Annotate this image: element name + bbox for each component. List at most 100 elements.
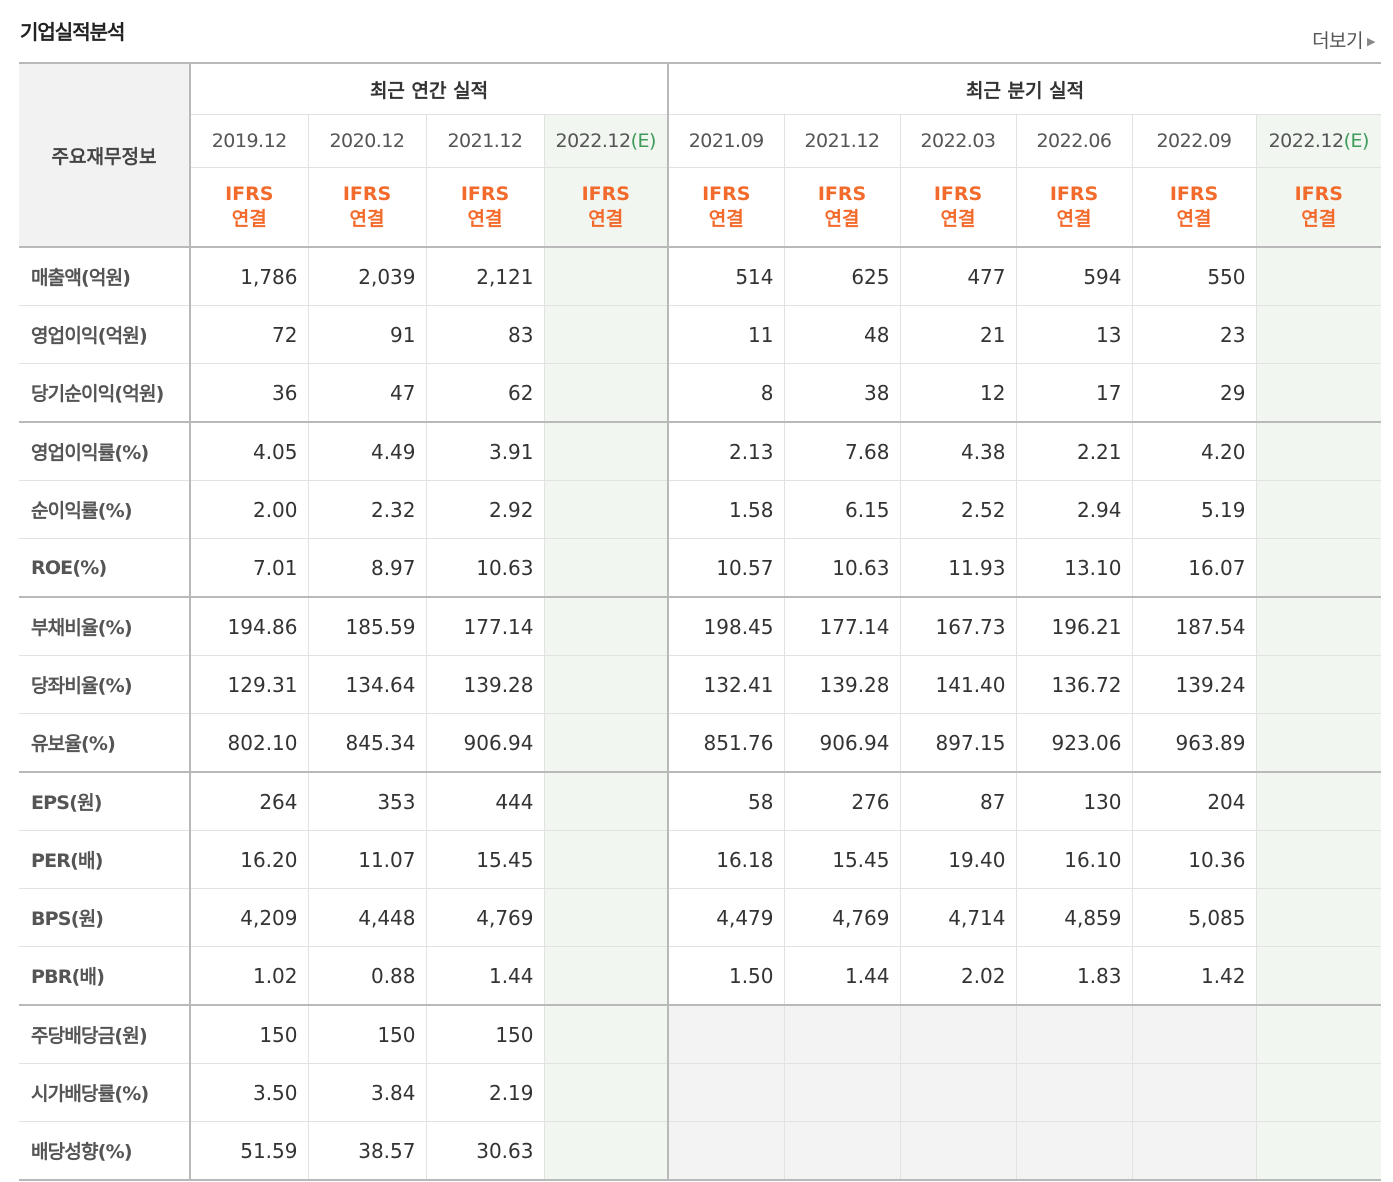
table-cell: 38.57 — [307, 1121, 426, 1180]
table-cell: 51.59 — [189, 1121, 308, 1180]
period-header-row: 2019.12 2020.12 2021.12 2022.12(E) 2021.09 20… — [19, 114, 1382, 168]
table-cell — [783, 1063, 900, 1122]
more-link[interactable]: 더보기 ▶ — [1312, 26, 1375, 53]
table-cell: 16.20 — [189, 830, 308, 889]
table-cell — [543, 422, 668, 481]
period-label: 2021.12 — [804, 130, 880, 152]
ifrs-label: IFRS — [581, 183, 630, 205]
table-cell: 47 — [307, 363, 426, 422]
table-cell: 167.73 — [899, 597, 1016, 656]
period-label: 2020.12 — [329, 130, 405, 152]
table-cell: 72 — [189, 305, 308, 364]
table-cell — [543, 1005, 668, 1064]
row-label: 당기순이익(억원) — [19, 363, 191, 422]
table-cell: 1.58 — [667, 480, 784, 539]
table-cell: 29 — [1131, 363, 1256, 422]
period-header: 2021.12 — [783, 114, 900, 168]
table-cell: 91 — [307, 305, 426, 364]
table-cell: 353 — [307, 772, 426, 831]
table-cell — [543, 713, 668, 772]
period-header: 2022.12(E) — [1255, 114, 1382, 168]
ifrs-badge: IFRS 연결 — [189, 167, 308, 248]
table-cell: 4,209 — [189, 888, 308, 947]
table-cell — [783, 1005, 900, 1064]
table-cell: 625 — [783, 247, 900, 306]
table-cell — [543, 480, 668, 539]
table-cell — [899, 1005, 1016, 1064]
table-cell: 10.63 — [425, 538, 544, 597]
table-row: ROE(%) 7.01 8.97 10.63 10.57 10.63 11.93 13.10 1… — [19, 538, 1382, 597]
table-cell: 83 — [425, 305, 544, 364]
table-cell: 923.06 — [1015, 713, 1132, 772]
period-header: 2022.03 — [899, 114, 1016, 168]
row-label: EPS(원) — [19, 772, 191, 831]
table-cell: 4,714 — [899, 888, 1016, 947]
table-cell: 5,085 — [1131, 888, 1256, 947]
table-cell: 1.42 — [1131, 946, 1256, 1005]
table-cell — [1255, 772, 1382, 831]
table-cell: 4,479 — [667, 888, 784, 947]
row-label: 영업이익(억원) — [19, 305, 191, 364]
table-cell: 194.86 — [189, 597, 308, 656]
ifrs-badge: IFRS 연결 — [783, 167, 900, 248]
consolidated-label: 연결 — [1056, 208, 1092, 230]
table-cell: 15.45 — [425, 830, 544, 889]
period-label: 2022.12 — [1268, 130, 1345, 152]
table-cell — [1255, 305, 1382, 364]
table-cell: 10.36 — [1131, 830, 1256, 889]
table-row: 부채비율(%) 194.86 185.59 177.14 198.45 177.14 167… — [19, 597, 1382, 656]
table-cell: 2.94 — [1015, 480, 1132, 539]
table-cell: 1,786 — [189, 247, 308, 306]
table-cell: 8.97 — [307, 538, 426, 597]
table-cell: 2.32 — [307, 480, 426, 539]
consolidated-label: 연결 — [824, 208, 860, 230]
table-cell: 187.54 — [1131, 597, 1256, 656]
table-cell — [543, 946, 668, 1005]
table-cell — [543, 247, 668, 306]
table-cell: 16.07 — [1131, 538, 1256, 597]
table-row: 주당배당금(원) 150 150 150 — [19, 1005, 1382, 1064]
table-cell: 185.59 — [307, 597, 426, 656]
table-cell — [543, 830, 668, 889]
row-label: ROE(%) — [19, 538, 191, 597]
table-row: 시가배당률(%) 3.50 3.84 2.19 — [19, 1063, 1382, 1122]
ifrs-label: IFRS — [702, 183, 751, 205]
ifrs-badge: IFRS 연결 — [1131, 167, 1256, 248]
estimate-marker: (E) — [1343, 130, 1370, 152]
table-cell: 132.41 — [667, 655, 784, 714]
table-row: 당좌비율(%) 129.31 134.64 139.28 132.41 139.28 141… — [19, 655, 1382, 714]
table-cell: 2.00 — [189, 480, 308, 539]
page-title: 기업실적분석 — [20, 20, 125, 44]
table-cell — [1255, 946, 1382, 1005]
table-cell: 11 — [667, 305, 784, 364]
table-row: PER(배) 16.20 11.07 15.45 16.18 15.45 19.40 16.1… — [19, 830, 1382, 889]
period-header: 2022.12(E) — [543, 114, 668, 168]
table-cell — [543, 305, 668, 364]
ifrs-label: IFRS — [1294, 183, 1343, 205]
table-cell: 2.92 — [425, 480, 544, 539]
table-body: 매출액(억원) 1,786 2,039 2,121 514 625 477 594 550 영업이… — [19, 247, 1382, 1180]
table-cell: 150 — [307, 1005, 426, 1064]
table-cell: 3.91 — [425, 422, 544, 481]
ifrs-badge: IFRS 연결 — [543, 167, 668, 248]
table-cell: 4.38 — [899, 422, 1016, 481]
table-cell: 11.07 — [307, 830, 426, 889]
table-cell — [1255, 1121, 1382, 1180]
table-cell: 5.19 — [1131, 480, 1256, 539]
consolidated-label: 연결 — [231, 208, 267, 230]
table-cell: 963.89 — [1131, 713, 1256, 772]
table-cell — [667, 1121, 784, 1180]
table-cell — [1015, 1005, 1132, 1064]
table-cell — [1131, 1063, 1256, 1122]
period-label: 2019.12 — [211, 130, 288, 152]
table-cell — [543, 1121, 668, 1180]
table-row: 순이익률(%) 2.00 2.32 2.92 1.58 6.15 2.52 2.94 5.19 — [19, 480, 1382, 539]
table-cell — [1255, 247, 1382, 306]
table-cell — [1255, 597, 1382, 656]
period-header: 2022.06 — [1015, 114, 1132, 168]
table-cell: 48 — [783, 305, 900, 364]
ifrs-label: IFRS — [817, 183, 867, 205]
table-cell: 62 — [425, 363, 544, 422]
corner-header: 주요재무정보 — [19, 62, 191, 248]
table-cell — [543, 363, 668, 422]
